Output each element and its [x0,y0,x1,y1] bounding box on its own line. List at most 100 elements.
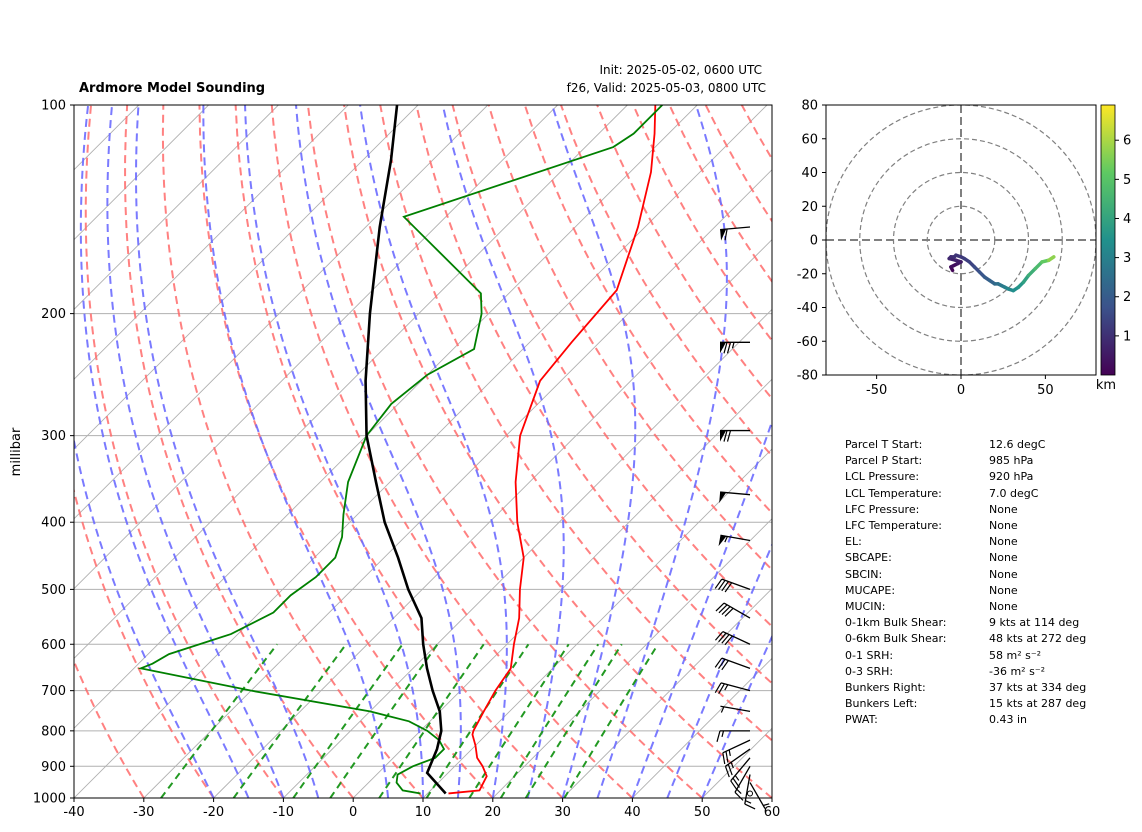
stat-label: LCL Pressure: [845,470,920,484]
stat-label: EL: [845,535,862,549]
stat-value: None [989,551,1018,565]
barb-full [723,342,728,354]
skewt-plot-area [74,105,772,798]
barb-flag [718,535,727,547]
wind-barb [747,790,753,797]
hodo-y-tick-label: -80 [797,369,818,384]
x-tick-label: -10 [273,805,294,820]
dry-adiabat [124,105,354,798]
barb-full [723,430,728,442]
x-tick-label: 30 [554,805,571,820]
stat-value: None [989,519,1018,533]
stat-label: 0-1 SRH: [845,648,894,662]
y-tick-label: 600 [41,638,66,653]
moist-adiabat [551,105,637,798]
x-tick-label: 10 [415,805,432,820]
wind-barb [714,578,751,593]
wind-barb [714,630,751,646]
barb-full [721,660,729,671]
barb-full [726,430,732,442]
x-tick-label: -20 [203,805,224,820]
moist-adiabat [106,105,285,798]
stat-value: None [989,502,1018,516]
colorbar-tick-label: 2 [1123,290,1131,305]
barb-shaft [721,657,751,669]
barb-half [724,684,729,691]
dry-adiabat [451,105,772,628]
dewpoint-profile [137,105,663,795]
y-tick-label: 200 [41,307,66,322]
barb-full [715,602,725,612]
stat-label: LCL Temperature: [845,486,942,500]
barb-shaft [725,748,751,767]
moist-adiabat [79,105,250,798]
isotherm [74,105,419,450]
barb-full [718,579,726,590]
isotherm [283,308,772,798]
barb-half [728,749,731,757]
mixing-ratio-line [292,643,404,798]
barb-full [721,606,731,616]
stat-row: LFC Pressure: None [845,502,1086,518]
isotherm [74,105,209,241]
dry-adiabat [560,105,772,458]
barb-full [716,730,721,742]
barb-full [724,635,733,646]
barb-half [721,730,725,737]
mixing-ratio-line [499,643,600,798]
y-tick-label: 700 [41,684,66,699]
x-tick-label: 50 [694,805,711,820]
barb-full [722,752,726,765]
barb-full [721,581,729,592]
wind-barb [744,774,756,810]
colorbar-tick-label: 4 [1123,212,1131,227]
x-tick-label: 20 [485,805,502,820]
stat-value: 9 kts at 114 deg [989,616,1080,630]
moist-adiabat [596,105,728,798]
stat-row: SBCAPE: None [845,550,1086,566]
colorbar-tick-label: 3 [1123,251,1131,266]
stat-row: 0-1 SRH: 58 m² s⁻² [845,648,1086,664]
temperature-profile [448,105,657,795]
barb-full [724,228,728,241]
dry-adiabat [161,105,424,798]
stat-row: LCL Pressure: 920 hPa [845,469,1086,485]
barb-half [731,342,735,349]
mixing-ratio-line [425,643,530,798]
calm-marker [747,790,753,797]
moist-adiabat [74,436,215,798]
isotherm [74,105,349,380]
barb-flag [719,492,727,504]
wind-barbs [714,226,770,810]
barb-shaft [721,578,751,590]
stat-row: Bunkers Right: 37 kts at 334 deg [845,680,1086,696]
stat-value: 7.0 degC [989,486,1039,500]
isotherm [562,587,772,798]
hodograph [825,104,1097,376]
stat-value: None [989,567,1018,581]
colorbar-tick-label: 1 [1123,329,1131,344]
skewt-frame [73,104,773,799]
hodo-y-tick-label: 0 [810,234,818,249]
stat-value: 0.43 in [989,713,1028,727]
wind-barb [720,226,751,241]
barb-full [718,683,725,694]
wind-barb [714,682,751,694]
stat-row: EL: None [845,534,1086,550]
x-tick-label: 0 [349,805,357,820]
barb-full [730,780,738,791]
wind-barb [720,429,750,442]
stat-label: SBCAPE: [845,551,892,565]
barb-full [724,766,730,778]
range-ring [859,138,1063,342]
stat-value: None [989,535,1018,549]
stat-label: Bunkers Left: [845,697,918,711]
barb-flag [720,430,726,442]
moist-adiabat [135,105,320,798]
barb-shaft [749,782,766,809]
stat-row: Parcel P Start: 985 hPa [845,453,1086,469]
isotherm [422,448,772,798]
dry-adiabat [306,105,703,798]
init-time: Init: 2025-05-02, 0600 UTC [599,63,762,77]
